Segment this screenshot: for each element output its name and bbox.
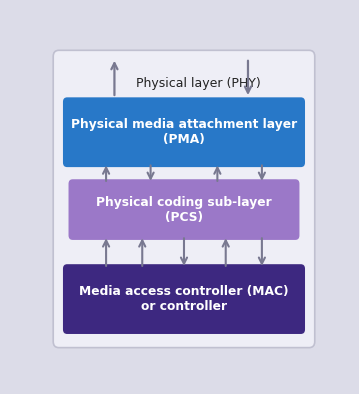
FancyBboxPatch shape [53, 50, 315, 348]
Text: Physical coding sub-layer
(PCS): Physical coding sub-layer (PCS) [96, 195, 272, 223]
Text: Physical layer (PHY): Physical layer (PHY) [136, 77, 260, 90]
FancyBboxPatch shape [63, 264, 305, 334]
FancyBboxPatch shape [69, 179, 299, 240]
Text: Physical media attachment layer
(PMA): Physical media attachment layer (PMA) [71, 118, 297, 146]
Text: Media access controller (MAC)
or controller: Media access controller (MAC) or control… [79, 285, 289, 313]
FancyBboxPatch shape [63, 97, 305, 167]
